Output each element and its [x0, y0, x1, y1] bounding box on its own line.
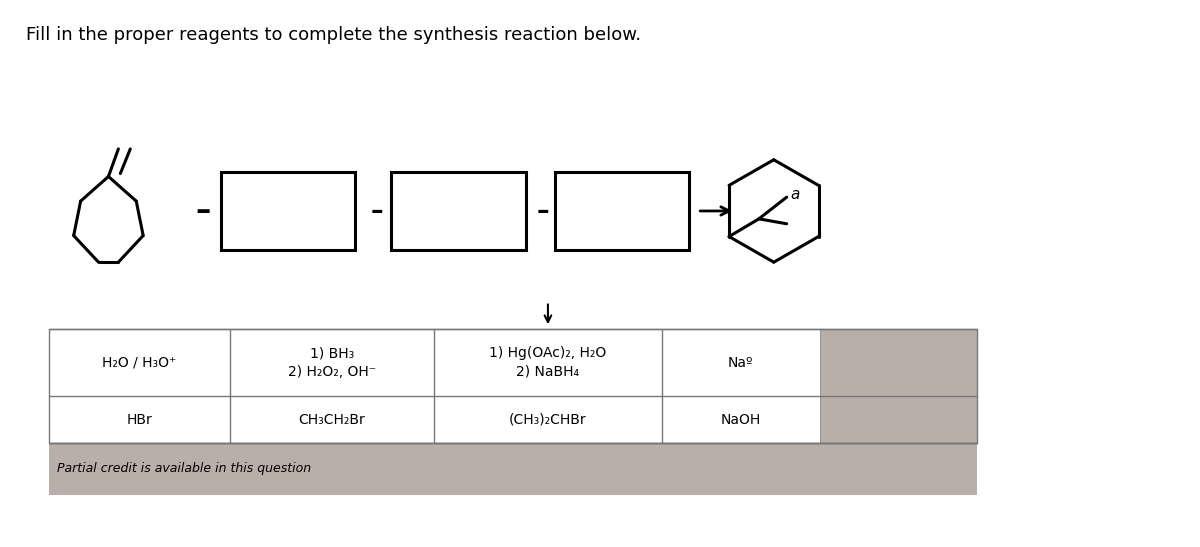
Text: CH₃CH₂Br: CH₃CH₂Br — [299, 413, 366, 427]
Text: H₂O / H₃O⁺: H₂O / H₃O⁺ — [102, 356, 176, 370]
Text: –: – — [196, 196, 210, 225]
Bar — [221, 172, 355, 251]
Text: Partial credit is available in this question: Partial credit is available in this ques… — [56, 462, 311, 475]
Text: 1) BH₃
2) H₂O₂, OH⁻: 1) BH₃ 2) H₂O₂, OH⁻ — [288, 346, 376, 379]
Bar — [434, 329, 661, 396]
Bar — [556, 172, 689, 251]
Bar — [49, 329, 230, 396]
Text: HBr: HBr — [126, 413, 152, 427]
Bar — [230, 396, 434, 444]
Text: NaOH: NaOH — [720, 413, 761, 427]
Text: 1) Hg(OAc)₂, H₂O
2) NaBH₄: 1) Hg(OAc)₂, H₂O 2) NaBH₄ — [490, 346, 606, 379]
Text: –: – — [538, 199, 550, 223]
Text: (CH₃)₂CHBr: (CH₃)₂CHBr — [509, 413, 587, 427]
Text: –: – — [371, 199, 383, 223]
Bar — [49, 396, 230, 444]
Bar — [661, 396, 820, 444]
Text: Fill in the proper reagents to complete the synthesis reaction below.: Fill in the proper reagents to complete … — [26, 26, 641, 44]
Bar — [434, 396, 661, 444]
Text: Naº: Naº — [728, 356, 754, 370]
Bar — [391, 172, 526, 251]
Text: a: a — [791, 187, 800, 202]
Bar — [49, 329, 977, 494]
Bar — [661, 329, 820, 396]
Bar — [49, 329, 977, 444]
Bar — [230, 329, 434, 396]
